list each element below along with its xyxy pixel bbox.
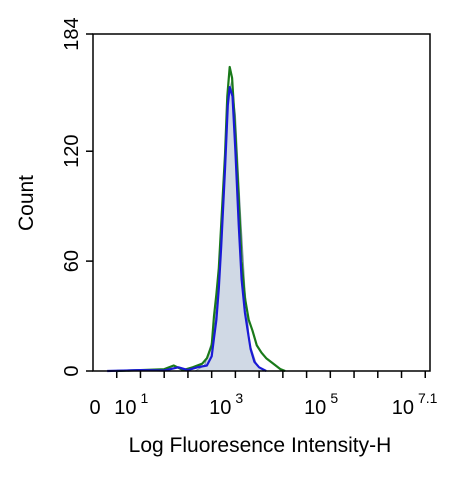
series-layer bbox=[107, 65, 286, 373]
svg-text:1: 1 bbox=[140, 390, 148, 406]
svg-text:3: 3 bbox=[235, 390, 243, 406]
y-axis-ticks: 0 60 120 184 bbox=[61, 17, 93, 377]
svg-text:5: 5 bbox=[330, 390, 338, 406]
y-tick-label-0: 0 bbox=[61, 365, 83, 376]
svg-text:10: 10 bbox=[114, 397, 136, 419]
x-tick-label-4: 10 7.1 bbox=[392, 390, 438, 419]
y-axis-label: Count bbox=[15, 175, 38, 231]
x-tick-label-3: 10 5 bbox=[304, 390, 338, 419]
svg-text:10: 10 bbox=[392, 397, 414, 419]
series-fill-0 bbox=[193, 81, 266, 372]
x-axis-label: Log Fluoresence Intensity-H bbox=[129, 434, 392, 457]
y-tick-label-3: 184 bbox=[61, 17, 83, 50]
plot-frame bbox=[92, 33, 431, 372]
svg-text:10: 10 bbox=[209, 397, 231, 419]
svg-text:7.1: 7.1 bbox=[418, 390, 438, 406]
y-tick-label-2: 120 bbox=[61, 135, 83, 168]
series-line-2 bbox=[107, 85, 267, 373]
y-tick-label-1: 60 bbox=[61, 250, 83, 272]
series-line-1 bbox=[116, 65, 286, 373]
svg-text:10: 10 bbox=[304, 397, 326, 419]
x-axis-ticks: 0 10 1 10 3 10 5 10 7.1 bbox=[89, 371, 438, 419]
x-tick-label-1: 10 1 bbox=[114, 390, 148, 419]
x-tick-label-0: 0 bbox=[89, 397, 100, 419]
svg-text:0: 0 bbox=[89, 397, 100, 419]
x-tick-label-2: 10 3 bbox=[209, 390, 243, 419]
